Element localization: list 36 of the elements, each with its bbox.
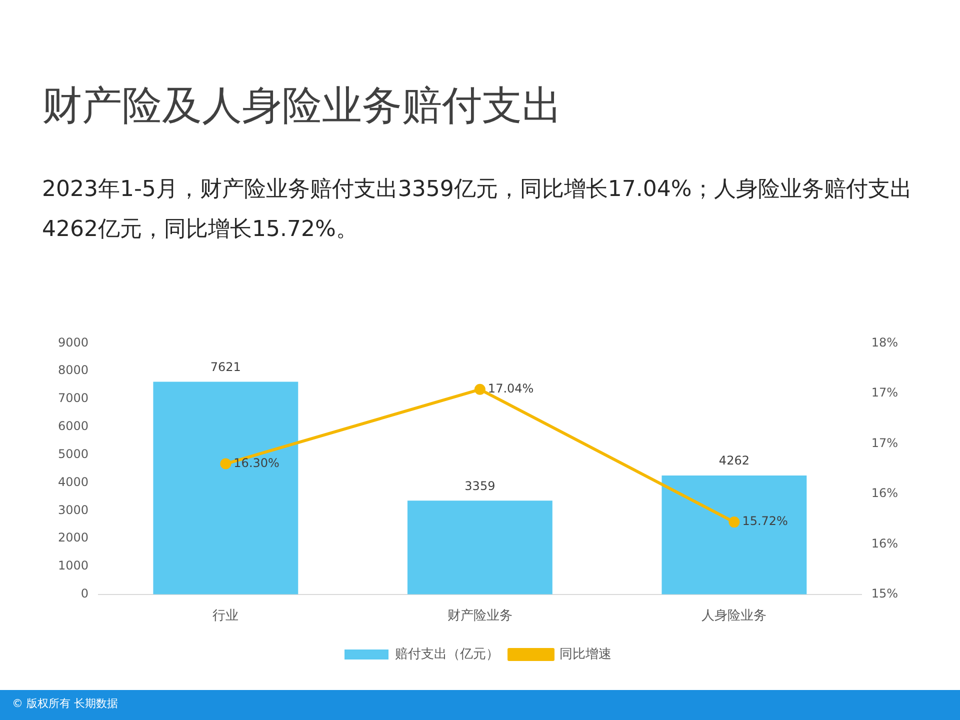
y-tick-label: 6000 <box>58 419 89 434</box>
text: © 版权所有 长期数据 <box>12 696 118 711</box>
y-tick-label: 5000 <box>58 446 89 461</box>
y-tick-label: 7000 <box>58 391 89 406</box>
point <box>474 384 486 395</box>
chart-title: 财产险及人身险业务赔付支出 <box>42 82 562 131</box>
y2-tick-label: 17% <box>871 386 898 400</box>
y2-tick-label: 16% <box>871 536 898 550</box>
y-tick-label: 8000 <box>58 363 89 378</box>
data-label: 15.72% <box>742 514 788 528</box>
data-label: 3359 <box>464 478 496 493</box>
y-tick-label: 3000 <box>58 502 89 517</box>
x-tick-label: 人身险业务 <box>702 608 767 624</box>
data-label: 16.30% <box>234 456 280 470</box>
y-tick-label: 0 <box>80 586 89 601</box>
y-tick-label: 1000 <box>58 558 89 573</box>
bar <box>662 475 807 594</box>
y2-tick-label: 18% <box>871 335 898 350</box>
y-tick-label: 2000 <box>58 530 89 545</box>
y2-tick-label: 16% <box>871 486 898 500</box>
y-tick-label: 9000 <box>58 335 89 350</box>
data-label: 17.04% <box>488 382 534 396</box>
legend-label: 同比增速 <box>560 646 612 662</box>
bar <box>407 500 552 594</box>
y2-tick-label: 17% <box>871 436 898 450</box>
x-tick-label: 财产险业务 <box>447 608 512 624</box>
legend-label: 赔付支出（亿元） <box>395 646 499 662</box>
y2-tick-label: 15% <box>871 586 898 601</box>
point <box>728 516 740 528</box>
chart-subtitle: 2023年1-5月，财产险业务赔付支出3359亿元，同比增长17.04%；人身险业务赔付支出4262亿元，同比增长15.72%。 <box>42 176 912 244</box>
bar <box>153 382 298 594</box>
data-label: 4262 <box>718 454 750 468</box>
point <box>220 458 232 470</box>
x-tick-label: 行业 <box>212 608 239 624</box>
y-tick-label: 4000 <box>58 474 89 489</box>
data-label: 7621 <box>210 360 241 374</box>
